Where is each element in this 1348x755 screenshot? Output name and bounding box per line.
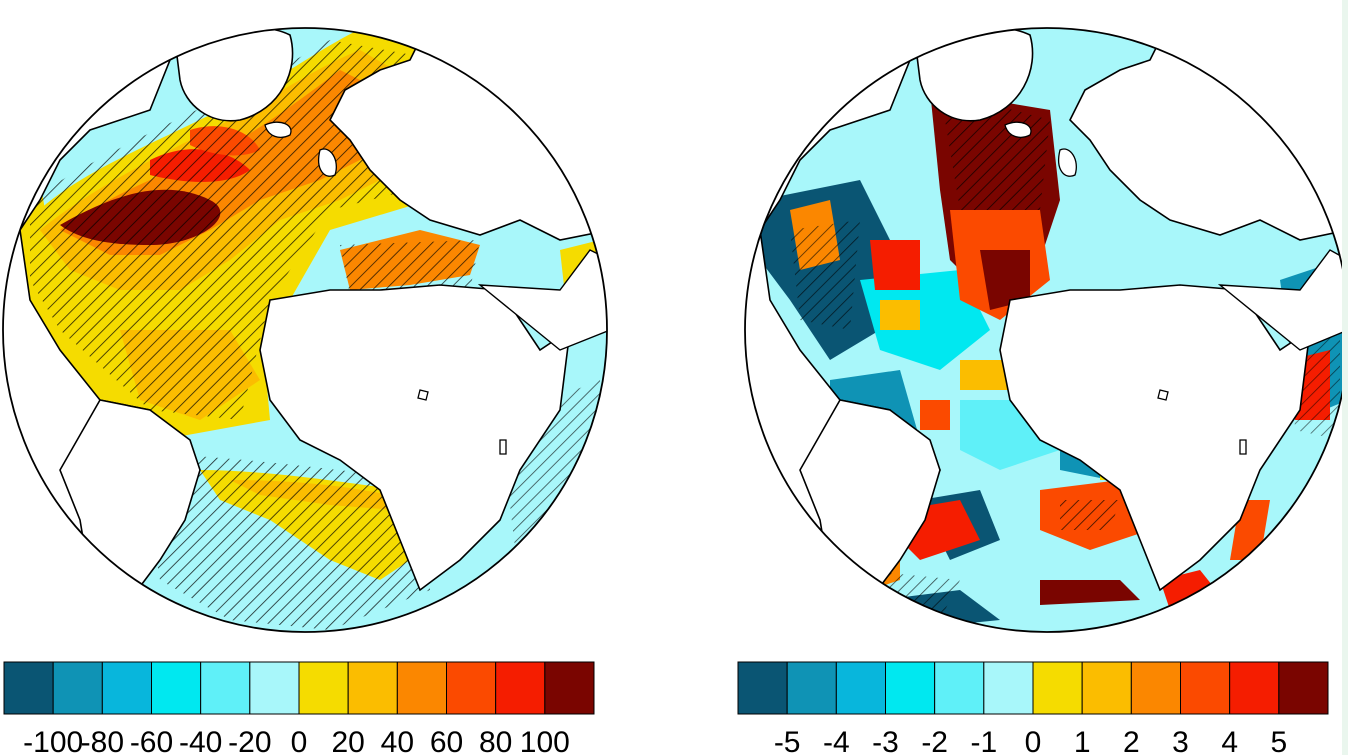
colorbar-swatch bbox=[101, 661, 153, 715]
colorbar-swatch bbox=[446, 661, 497, 715]
colorbar-tick-label: 2 bbox=[1123, 726, 1140, 755]
colorbar-tick-label: 3 bbox=[1172, 726, 1189, 755]
colorbar-tick-label: 1 bbox=[1074, 726, 1091, 755]
colorbar-tick-label: 100 bbox=[520, 726, 570, 755]
colorbar-tick-label: -2 bbox=[921, 726, 948, 755]
colorbar-tick-label: 0 bbox=[291, 726, 308, 755]
colorbar-swatch bbox=[934, 661, 985, 715]
colorbar-swatch bbox=[1032, 661, 1083, 715]
colorbar-swatch bbox=[1130, 661, 1182, 715]
colorbar-swatch bbox=[1081, 661, 1132, 715]
colorbar-swatch bbox=[495, 661, 546, 715]
window-edge bbox=[1342, 0, 1348, 755]
colorbar-swatch bbox=[151, 661, 202, 715]
colorbar-swatch bbox=[983, 661, 1034, 715]
colorbar-swatch bbox=[786, 661, 837, 715]
colorbar-tick-label: -4 bbox=[823, 726, 850, 755]
colorbar-swatch bbox=[200, 661, 251, 715]
colorbar-tick-label: 5 bbox=[1270, 726, 1287, 755]
colorbar-swatch bbox=[52, 661, 103, 715]
colorbar-swatch bbox=[885, 661, 936, 715]
colorbar-swatch bbox=[249, 661, 300, 715]
colorbar-tick-label: 20 bbox=[331, 726, 364, 755]
colorbar-tick-label: -60 bbox=[130, 726, 173, 755]
colorbar-tick-label: -40 bbox=[179, 726, 222, 755]
left-globe-map bbox=[2, 27, 608, 633]
colorbar-tick-label: -80 bbox=[81, 726, 124, 755]
colorbar-tick-label: -20 bbox=[228, 726, 271, 755]
colorbar-tick-label: 60 bbox=[430, 726, 463, 755]
colorbar-left: -100-80 -60 -40 -20 0 20 40 60 80 100 bbox=[3, 661, 595, 755]
colorbar-swatch bbox=[1229, 661, 1280, 715]
colorbar-swatch bbox=[396, 661, 448, 715]
colorbar-tick-label: 0 bbox=[1025, 726, 1042, 755]
colorbar-tick-label: -3 bbox=[872, 726, 899, 755]
colorbar-tick-label: 40 bbox=[381, 726, 414, 755]
colorbar-tick-label: -5 bbox=[774, 726, 801, 755]
colorbar-right: -5 -4 -3 -2 -1 0 1 2 3 4 5 bbox=[737, 661, 1329, 755]
colorbar-tick-label: -100 bbox=[23, 726, 83, 755]
colorbar-swatch bbox=[1278, 661, 1329, 715]
colorbar-swatch bbox=[298, 661, 349, 715]
colorbar-swatch bbox=[3, 661, 54, 715]
colorbar-swatch bbox=[544, 661, 595, 715]
colorbar-swatch bbox=[1180, 661, 1231, 715]
colorbar-swatch bbox=[347, 661, 398, 715]
colorbar-swatch bbox=[737, 661, 788, 715]
colorbar-tick-label: -1 bbox=[970, 726, 997, 755]
colorbar-swatch bbox=[835, 661, 886, 715]
colorbar-tick-label: 80 bbox=[479, 726, 512, 755]
right-globe-map bbox=[744, 27, 1348, 633]
colorbar-tick-label: 4 bbox=[1221, 726, 1238, 755]
